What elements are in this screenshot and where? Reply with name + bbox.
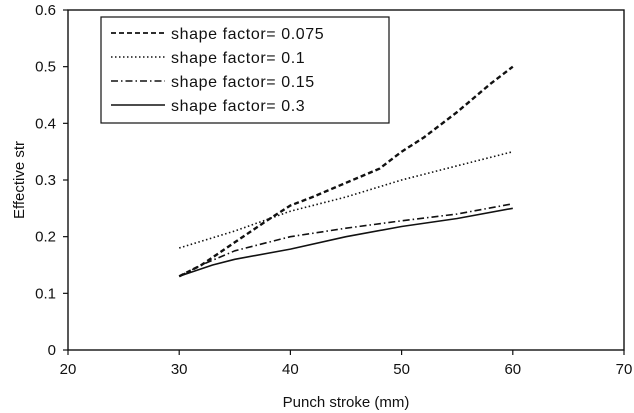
y-tick-label: 0.4: [35, 115, 56, 132]
legend-label-4: shape factor= 0.3: [171, 98, 305, 115]
y-tick-label: 0.6: [35, 2, 56, 19]
y-tick-label: 0.5: [35, 59, 56, 76]
y-axis-label: Effective str: [11, 141, 28, 219]
legend-label-2: shape factor= 0.1: [171, 50, 305, 67]
y-tick-label: 0.3: [35, 172, 56, 189]
x-tick-label: 30: [171, 361, 188, 378]
legend: shape factor= 0.075 shape factor= 0.1 shap…: [100, 16, 390, 124]
legend-label-3: shape factor= 0.15: [171, 74, 315, 91]
series-lines: [178, 65, 514, 278]
x-tick-label: 40: [282, 361, 299, 378]
series-line-4: [178, 207, 513, 278]
x-axis-label: Punch stroke (mm): [283, 394, 410, 411]
x-axis-ticks: 20 30 40 50 60 70: [60, 350, 633, 378]
y-tick-label: 0.1: [35, 285, 56, 302]
y-tick-label: 0.2: [35, 229, 56, 246]
x-tick-label: 60: [504, 361, 521, 378]
series-line-3: [178, 203, 513, 278]
series-line-1: [178, 65, 514, 278]
legend-label-1: shape factor= 0.075: [171, 26, 324, 43]
x-tick-label: 50: [393, 361, 410, 378]
y-tick-label: 0: [48, 342, 56, 359]
y-axis-ticks: 0 0.1 0.2 0.3 0.4 0.5 0.6: [35, 2, 68, 359]
x-tick-label: 70: [616, 361, 633, 378]
x-tick-label: 20: [60, 361, 77, 378]
